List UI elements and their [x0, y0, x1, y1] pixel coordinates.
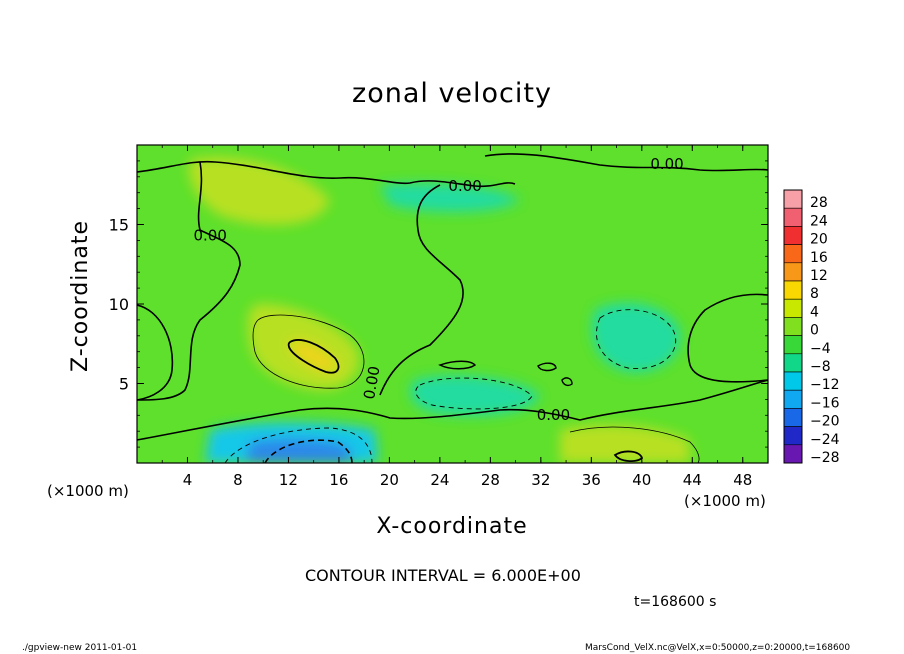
cool-region-upper: [380, 183, 520, 212]
x-tick-label: 12: [279, 471, 298, 489]
y-axis-unit: (×1000 m): [47, 482, 129, 500]
contour-cool-middle: [415, 377, 533, 410]
cool-region-middle: [410, 375, 540, 416]
contour-interval: CONTOUR INTERVAL = 6.000E+00: [305, 566, 581, 585]
contour-zero-top-right: [484, 153, 768, 172]
colorbar-label: −24: [810, 432, 840, 448]
contour-zero-left: [137, 161, 241, 401]
x-tick-label: 8: [233, 471, 243, 489]
colorbar-swatch: [783, 280, 803, 300]
footer-left: ./gpview-new 2011-01-01: [22, 643, 138, 653]
colorbar-label: 8: [810, 286, 819, 302]
x-axis-unit: (×1000 m): [684, 492, 766, 510]
colorbar-swatch: [783, 207, 803, 227]
cool-region-right: [591, 302, 681, 373]
colorbar-label: −20: [810, 414, 840, 430]
x-tick-label: 32: [531, 471, 550, 489]
x-tick-label: 28: [481, 471, 500, 489]
contour-zero-bottom: [137, 379, 768, 441]
x-axis-label: X-coordinate: [376, 514, 528, 539]
contour-small-3: [561, 377, 573, 387]
contour-cool-right: [596, 309, 677, 370]
contour-warm-bottom: [569, 426, 700, 463]
x-tick-label: 20: [380, 471, 399, 489]
warm-region-top: [188, 156, 330, 225]
colorbar-swatch: [783, 426, 803, 446]
colorbar-swatch: [783, 298, 803, 318]
contour-cool-bottom: [224, 427, 373, 463]
colorbar-swatch: [783, 244, 803, 264]
colorbar-swatch: [783, 335, 803, 355]
contour-warm-left: [252, 314, 365, 389]
warm-core: [290, 341, 338, 372]
x-axis-ticks: 4 8 12 16 20 24 28 32 36 40 44 48: [161, 145, 769, 489]
colorbar-swatch: [783, 353, 803, 373]
y-axis-ticks: 5 10 15: [109, 144, 768, 448]
contour-label: 0.00: [193, 226, 226, 244]
x-tick-label: 16: [329, 471, 348, 489]
contour-label: 0.00: [448, 177, 481, 195]
colorbar-label: 4: [810, 304, 819, 320]
time-stamp: t=168600 s: [634, 594, 717, 610]
field-shading: [188, 156, 690, 463]
colorbar-label: 24: [810, 213, 828, 229]
colorbar-label: 0: [810, 323, 819, 339]
colorbar-swatch: [783, 371, 803, 391]
colorbar: 28 24 20 16 12 8 4 0 −4 −8 −12 −16 −20 −24 −28: [783, 189, 840, 466]
colorbar-label: −28: [810, 450, 840, 466]
contour-lines: [137, 153, 768, 463]
colorbar-label: 28: [810, 195, 828, 211]
contour-zero-top: [137, 160, 516, 188]
x-tick-label: 40: [632, 471, 651, 489]
chart-title: zonal velocity: [352, 78, 552, 109]
colorbar-swatch: [783, 444, 803, 464]
colorbar-label: −4: [810, 341, 831, 357]
contour-zero-middle: [379, 184, 464, 396]
colorbar-swatch: [783, 226, 803, 245]
contour-small-1: [438, 360, 477, 370]
cold-core: [298, 450, 336, 463]
contour-zero-right: [687, 293, 768, 383]
y-tick-label: 5: [119, 375, 129, 394]
colorbar-label: 12: [810, 268, 828, 284]
colorbar-label: 20: [810, 232, 828, 248]
contour-label: 0.00: [360, 365, 384, 401]
contour-warm-core: [287, 339, 340, 374]
warm-region-bottom: [560, 424, 690, 463]
contour-label: 0.00: [650, 155, 683, 173]
y-tick-label: 10: [109, 295, 129, 314]
colorbar-swatch: [783, 317, 803, 336]
contour-zero-left-edge: [137, 304, 174, 401]
colorbar-label: −8: [810, 359, 831, 375]
colorbar-swatch: [783, 389, 803, 409]
colorbar-swatch: [783, 189, 803, 209]
contour-small-2: [537, 362, 557, 372]
x-tick-label: 24: [430, 471, 449, 489]
colorbar-frame: [783, 189, 803, 464]
x-tick-label: 36: [582, 471, 601, 489]
contour-label: 0.00: [537, 406, 570, 424]
field-area: [137, 145, 768, 463]
x-tick-label: 44: [683, 471, 702, 489]
footer-right: MarsCond_VelX.nc@VelX,x=0:50000,z=0:2000…: [585, 643, 851, 653]
x-tick-label: 4: [183, 471, 193, 489]
colorbar-label: −16: [810, 395, 840, 411]
y-tick-label: 15: [109, 216, 129, 235]
contour-labels: 0.00 0.00 0.00 0.00 0.00: [193, 155, 683, 424]
contour-cold-bottom: [264, 439, 353, 463]
x-tick-label: 48: [733, 471, 752, 489]
colorbar-swatch: [783, 262, 803, 282]
colorbar-swatch: [783, 408, 803, 427]
colorbar-label: 16: [810, 250, 828, 266]
colorbar-label: −12: [810, 377, 840, 393]
y-axis-label: Z-coordinate: [68, 220, 93, 372]
